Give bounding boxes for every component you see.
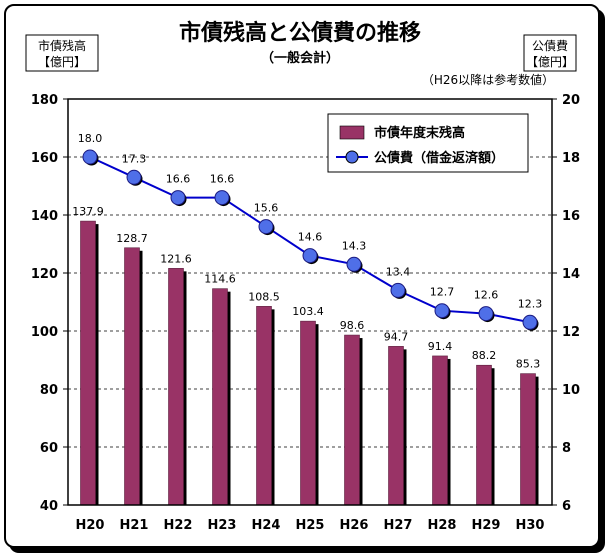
bar [344,334,360,506]
left-tick-label: 60 [40,441,58,456]
bar [476,364,492,506]
bar-data-label: 91.4 [428,340,453,353]
line-data-label: 16.6 [166,173,191,186]
line-point [390,282,406,298]
line-point [170,190,186,206]
line-point [82,149,98,165]
line-point [126,169,142,185]
x-tick-label: H27 [384,518,413,533]
chart-title: 市債残高と公債費の推移 [179,20,421,46]
left-tick-label: 80 [40,383,58,398]
x-tick-label: H25 [296,518,325,533]
bar-data-label: 98.6 [340,319,365,332]
bar [124,247,140,506]
plot-area-border [67,98,553,506]
tick-labels: 40 60 80 100 120 140 160 180 6 8 10 12 14 16 18 20 H20 H2… [31,93,580,533]
bar [388,346,404,506]
legend: 市債年度末残高 公債費（借金返済額） [327,113,529,173]
x-tick-label: H30 [516,518,545,533]
bar-data-label: 128.7 [116,232,148,245]
line-data-label: 18.0 [78,132,103,145]
right-tick-label: 14 [562,267,580,282]
right-tick-label: 10 [562,383,580,398]
x-tick-label: H28 [428,518,457,533]
bar [300,320,316,506]
line-data-label: 16.6 [210,173,235,186]
x-tick-label: H20 [76,518,105,533]
line-point [302,248,318,264]
left-axis-unit-line1: 市債残高 [38,38,86,53]
bar-data-label: 137.9 [72,205,104,218]
line-data-label: 12.3 [518,297,543,310]
left-axis-unit-line2: 【億円】 [38,55,86,69]
bar [80,220,96,506]
chart-note: （H26以降は参考数値） [422,72,554,87]
line-data-label: 14.3 [342,239,367,252]
left-axis-unit-box: 市債残高 【億円】 [25,34,99,72]
line-data-label: 13.4 [386,265,411,278]
bar-series [80,220,539,506]
x-tick-label: H24 [252,518,281,533]
line-point [346,256,362,272]
line-series [82,149,539,331]
line-data-label: 17.3 [122,152,147,165]
line-data-label: 14.6 [298,231,323,244]
line-data-label: 15.6 [254,202,279,215]
line-point [258,219,274,235]
right-tick-label: 16 [562,209,580,224]
right-tick-label: 12 [562,325,580,340]
right-tick-label: 8 [562,441,571,456]
legend-bar-swatch [339,125,365,140]
x-tick-label: H21 [120,518,149,533]
bar-data-label: 114.6 [204,273,236,286]
bar-data-label: 85.3 [516,358,541,371]
left-tick-label: 40 [40,499,58,514]
bar [168,268,184,506]
axes [63,98,557,506]
left-tick-label: 140 [31,209,58,224]
bar [520,373,536,506]
x-tick-label: H23 [208,518,237,533]
data-labels: 137.9 128.7 121.6 114.6 108.5 103.4 98.6 94.7 91… [72,132,542,371]
right-axis-unit-line1: 公債費 [532,38,568,53]
right-tick-label: 20 [562,93,580,108]
legend-bar-label: 市債年度末残高 [374,125,465,141]
x-tick-label: H29 [472,518,501,533]
line-data-label: 12.7 [430,286,455,299]
right-axis-unit-line2: 【億円】 [526,55,574,69]
line-point [434,303,450,319]
bar-data-label: 103.4 [292,305,324,318]
bar-data-label: 121.6 [160,252,192,265]
bar [432,355,448,506]
chart-subtitle: （一般会計） [261,50,339,66]
x-tick-label: H26 [340,518,369,533]
bar [212,288,228,506]
left-tick-label: 160 [31,151,58,166]
line-point [522,314,538,330]
line-point [214,190,230,206]
line-point [478,306,494,322]
right-tick-label: 6 [562,499,571,514]
right-tick-label: 18 [562,151,580,166]
left-tick-label: 120 [31,267,58,282]
bar [256,306,272,506]
bar-data-label: 108.5 [248,290,280,303]
left-tick-label: 100 [31,325,58,340]
x-tick-label: H22 [164,518,193,533]
legend-line-label: 公債費（借金返済額） [374,150,504,166]
line-data-label: 12.6 [474,289,499,302]
bar-data-label: 94.7 [384,330,409,343]
right-axis-unit-box: 公債費 【億円】 [523,34,577,72]
left-tick-label: 180 [31,93,58,108]
bar-data-label: 88.2 [472,349,497,362]
legend-line-marker [345,150,359,164]
